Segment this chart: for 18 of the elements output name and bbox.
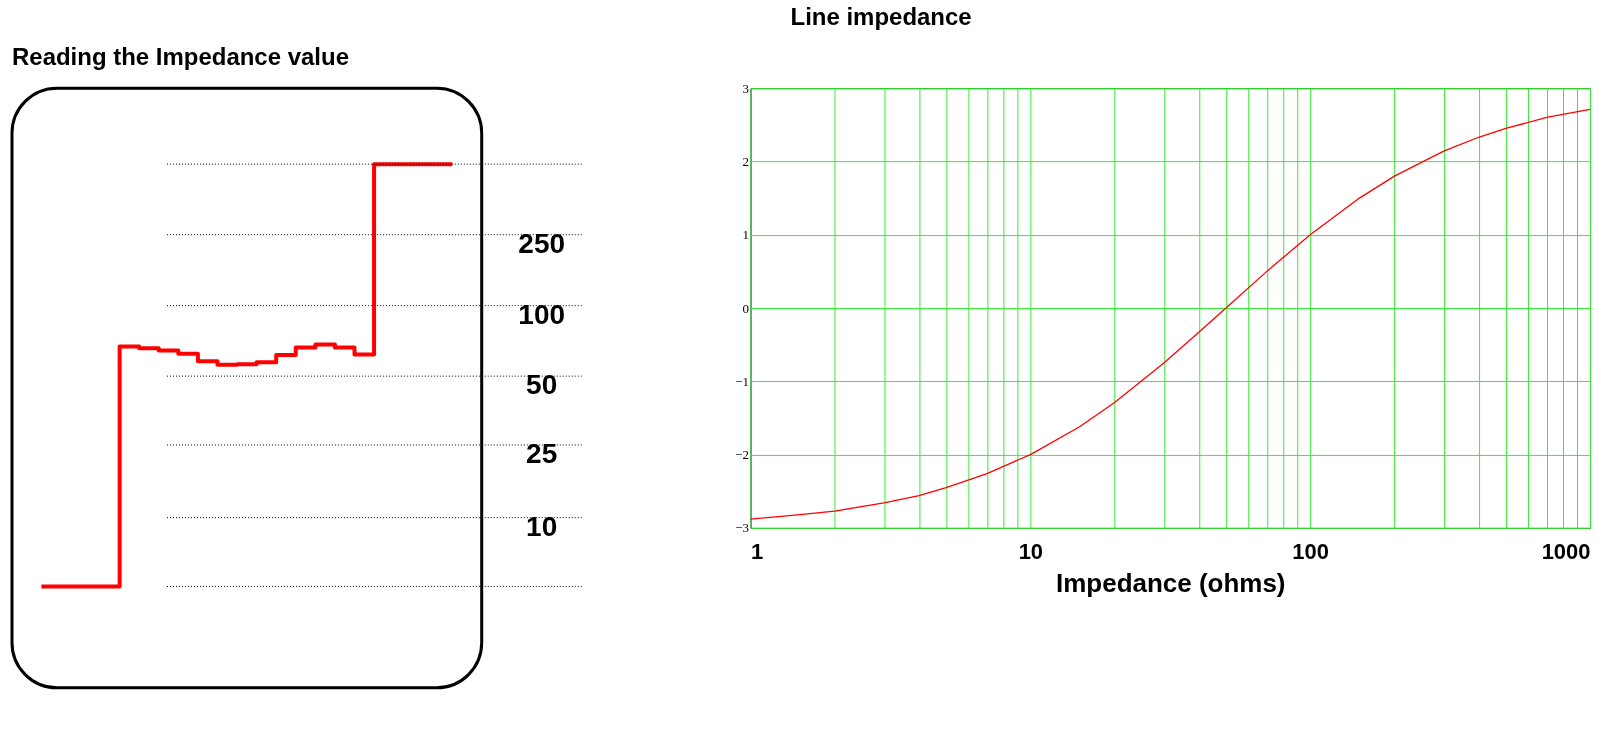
- x-tick-label: 10: [1018, 539, 1044, 565]
- y-tick-label: −2: [735, 447, 750, 463]
- chart-title: Reading the Impedance value: [11, 43, 349, 71]
- annotation: 250: [518, 227, 565, 259]
- y-tick-label: 1: [742, 227, 750, 243]
- annotation: 100: [518, 298, 565, 330]
- annotation: 50: [526, 369, 558, 401]
- y-tick-label: 3: [742, 80, 750, 96]
- text: Line impedance: [790, 3, 972, 31]
- x-tick-label: 1000: [1541, 539, 1591, 565]
- y-tick-label: 2: [742, 153, 750, 169]
- x-axis-title: Impedance (ohms): [1056, 568, 1286, 599]
- annotation: 25: [526, 437, 558, 469]
- y-tick-label: −1: [735, 373, 750, 389]
- annotation: 10: [526, 510, 558, 542]
- y-tick-label: 0: [742, 300, 750, 316]
- x-tick-label: 100: [1292, 539, 1330, 565]
- y-tick-label: −3: [735, 520, 750, 536]
